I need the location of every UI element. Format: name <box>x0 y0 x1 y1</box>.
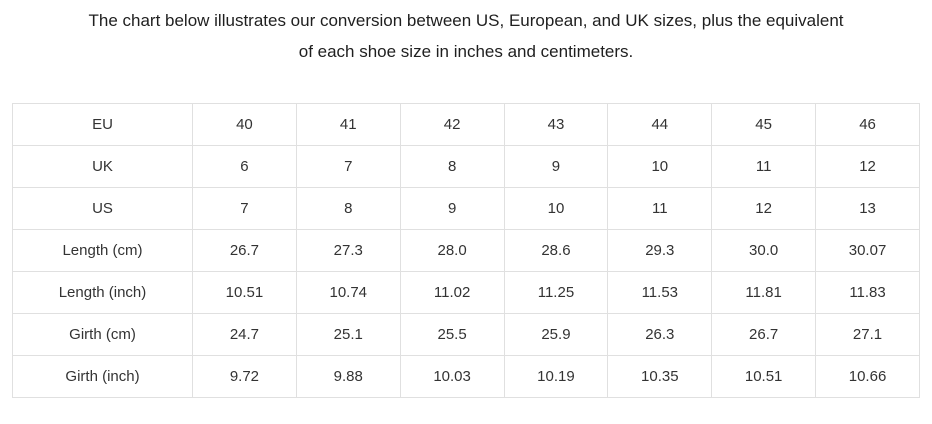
value-cell: 11 <box>711 145 817 188</box>
value-cell: 10.66 <box>815 355 920 398</box>
table-row: Girth (inch) 9.72 9.88 10.03 10.19 10.35 10.51… <box>12 355 920 398</box>
value-cell: 27.1 <box>815 313 920 356</box>
row-label-cell: US <box>12 187 193 230</box>
value-cell: 11 <box>607 187 713 230</box>
value-cell: 46 <box>815 103 920 146</box>
value-cell: 10 <box>607 145 713 188</box>
value-cell: 6 <box>192 145 297 188</box>
value-cell: 29.3 <box>607 229 713 272</box>
row-label-cell: Girth (cm) <box>12 313 193 356</box>
value-cell: 9 <box>399 187 505 230</box>
page-heading-line2: of each shoe size in inches and centimet… <box>298 42 634 61</box>
value-cell: 8 <box>295 187 401 230</box>
size-conversion-table: EU 40 41 42 43 44 45 46 UK 6 7 8 9 10 11 12 US 7 8 9 10 11 12 1… <box>12 103 920 398</box>
value-cell: 43 <box>503 103 609 146</box>
value-cell: 40 <box>192 103 297 146</box>
value-cell: 24.7 <box>192 313 297 356</box>
value-cell: 28.0 <box>399 229 505 272</box>
row-label-cell: EU <box>12 103 193 146</box>
row-label-cell: Girth (inch) <box>12 355 193 398</box>
value-cell: 30.07 <box>815 229 920 272</box>
value-cell: 10 <box>503 187 609 230</box>
value-cell: 13 <box>815 187 920 230</box>
value-cell: 11.25 <box>503 271 609 314</box>
row-label-cell: Length (inch) <box>12 271 193 314</box>
table-row: EU 40 41 42 43 44 45 46 <box>12 103 920 146</box>
value-cell: 12 <box>815 145 920 188</box>
row-label-cell: UK <box>12 145 193 188</box>
value-cell: 27.3 <box>295 229 401 272</box>
value-cell: 8 <box>399 145 505 188</box>
value-cell: 26.7 <box>711 313 817 356</box>
value-cell: 25.9 <box>503 313 609 356</box>
value-cell: 10.35 <box>607 355 713 398</box>
size-table-body: EU 40 41 42 43 44 45 46 UK 6 7 8 9 10 11 12 US 7 8 9 10 11 12 1… <box>12 103 920 398</box>
page: The chart below illustrates our conversi… <box>0 5 932 424</box>
table-row: Girth (cm) 24.7 25.1 25.5 25.9 26.3 26.7 27.1 <box>12 313 920 356</box>
value-cell: 42 <box>399 103 505 146</box>
table-row: US 7 8 9 10 11 12 13 <box>12 187 920 230</box>
value-cell: 10.74 <box>295 271 401 314</box>
value-cell: 10.19 <box>503 355 609 398</box>
value-cell: 12 <box>711 187 817 230</box>
table-row: UK 6 7 8 9 10 11 12 <box>12 145 920 188</box>
value-cell: 11.81 <box>711 271 817 314</box>
value-cell: 30.0 <box>711 229 817 272</box>
value-cell: 11.83 <box>815 271 920 314</box>
table-row: Length (cm) 26.7 27.3 28.0 28.6 29.3 30.0 30.07 <box>12 229 920 272</box>
page-heading: The chart below illustrates our conversi… <box>0 5 932 67</box>
value-cell: 26.7 <box>192 229 297 272</box>
value-cell: 9.72 <box>192 355 297 398</box>
value-cell: 9.88 <box>295 355 401 398</box>
value-cell: 25.1 <box>295 313 401 356</box>
page-heading-line1: The chart below illustrates our conversi… <box>88 11 844 30</box>
value-cell: 28.6 <box>503 229 609 272</box>
value-cell: 26.3 <box>607 313 713 356</box>
value-cell: 41 <box>295 103 401 146</box>
value-cell: 10.51 <box>711 355 817 398</box>
value-cell: 25.5 <box>399 313 505 356</box>
value-cell: 11.02 <box>399 271 505 314</box>
value-cell: 7 <box>192 187 297 230</box>
row-label-cell: Length (cm) <box>12 229 193 272</box>
value-cell: 44 <box>607 103 713 146</box>
value-cell: 7 <box>295 145 401 188</box>
value-cell: 11.53 <box>607 271 713 314</box>
table-row: Length (inch) 10.51 10.74 11.02 11.25 11.53 11… <box>12 271 920 314</box>
value-cell: 45 <box>711 103 817 146</box>
value-cell: 9 <box>503 145 609 188</box>
value-cell: 10.03 <box>399 355 505 398</box>
value-cell: 10.51 <box>192 271 297 314</box>
